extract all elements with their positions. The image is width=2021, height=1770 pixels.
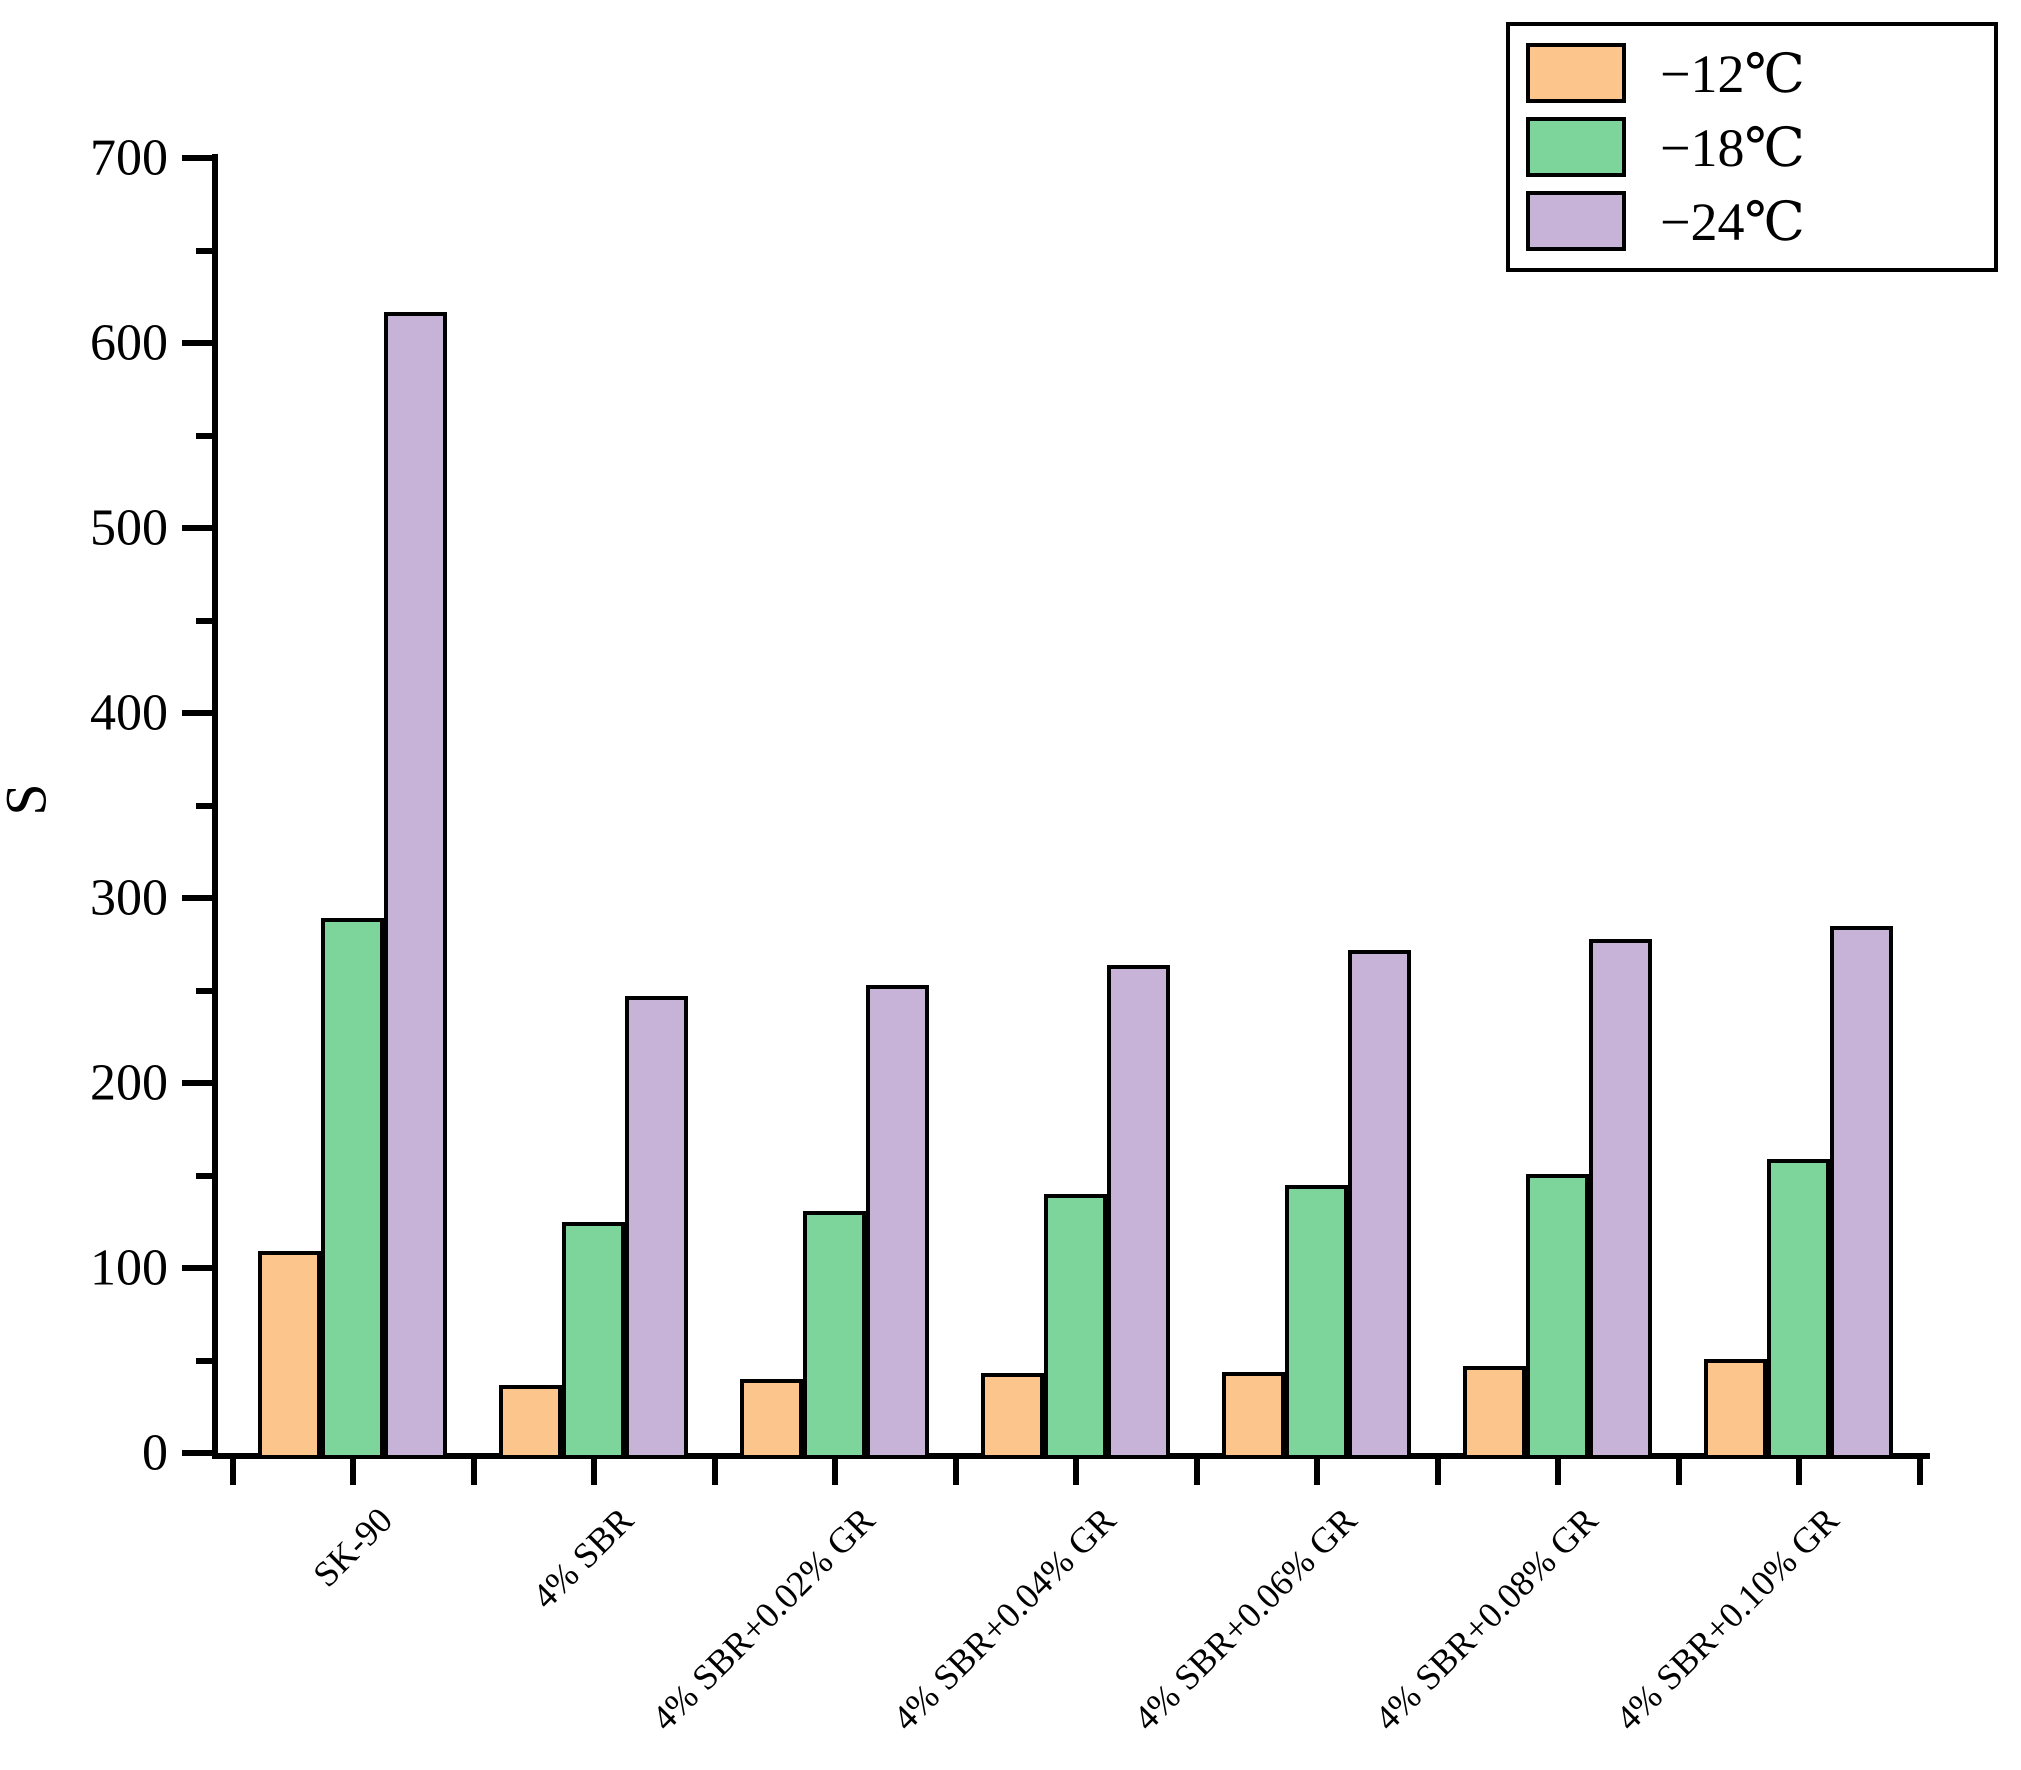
y-major-tick bbox=[182, 710, 212, 716]
y-tick-label: 500 bbox=[90, 499, 168, 557]
bar-series2-group4 bbox=[1044, 1194, 1107, 1459]
x-minor-tick bbox=[952, 1459, 959, 1485]
x-minor-tick bbox=[1675, 1459, 1682, 1485]
bar-series1-group1 bbox=[258, 1251, 321, 1459]
legend-swatch-1 bbox=[1526, 43, 1626, 103]
legend-swatch-3 bbox=[1526, 191, 1626, 251]
x-tick-label-6: 4% SBR+0.08% GR bbox=[1366, 1499, 1605, 1739]
bar-series2-group5 bbox=[1285, 1185, 1348, 1459]
bar-series3-group6 bbox=[1589, 939, 1652, 1459]
y-minor-tick bbox=[196, 1357, 212, 1364]
y-axis-line bbox=[212, 154, 218, 1459]
bar-series1-group2 bbox=[499, 1385, 562, 1459]
y-tick-label: 100 bbox=[90, 1239, 168, 1297]
bar-series3-group5 bbox=[1348, 950, 1411, 1459]
legend-entry-3: −24℃ bbox=[1526, 184, 1994, 258]
y-major-tick bbox=[182, 1450, 212, 1456]
y-axis-title: S bbox=[0, 782, 59, 816]
bar-series1-group6 bbox=[1463, 1366, 1526, 1459]
x-tick-label-3: 4% SBR+0.02% GR bbox=[643, 1499, 882, 1739]
x-minor-tick bbox=[711, 1459, 718, 1485]
legend: −12℃ −18℃ −24℃ bbox=[1506, 22, 1998, 272]
bar-series1-group3 bbox=[740, 1379, 803, 1459]
legend-label-2: −18℃ bbox=[1660, 117, 1805, 178]
bar-series3-group1 bbox=[384, 312, 447, 1459]
y-minor-tick bbox=[196, 247, 212, 254]
x-major-tick bbox=[832, 1459, 838, 1485]
x-tick-label-2: 4% SBR bbox=[524, 1499, 641, 1617]
x-minor-tick bbox=[470, 1459, 477, 1485]
y-major-tick bbox=[182, 340, 212, 346]
y-minor-tick bbox=[196, 617, 212, 624]
bar-series2-group3 bbox=[803, 1211, 866, 1459]
y-major-tick bbox=[182, 155, 212, 161]
x-major-tick bbox=[591, 1459, 597, 1485]
bar-series1-group7 bbox=[1704, 1359, 1767, 1459]
legend-entry-1: −12℃ bbox=[1526, 36, 1994, 110]
y-major-tick bbox=[182, 895, 212, 901]
x-minor-tick bbox=[229, 1459, 236, 1485]
y-tick-label: 300 bbox=[90, 869, 168, 927]
legend-label-1: −12℃ bbox=[1660, 43, 1805, 104]
x-major-tick bbox=[1796, 1459, 1802, 1485]
x-minor-tick bbox=[1916, 1459, 1923, 1485]
y-tick-label: 700 bbox=[90, 129, 168, 187]
bar-series3-group3 bbox=[866, 985, 929, 1459]
y-tick-label: 200 bbox=[90, 1054, 168, 1112]
x-tick-label-5: 4% SBR+0.06% GR bbox=[1125, 1499, 1364, 1739]
bar-series2-group1 bbox=[321, 918, 384, 1459]
bar-series1-group4 bbox=[981, 1373, 1044, 1459]
bar-series2-group2 bbox=[562, 1222, 625, 1459]
y-tick-label: 400 bbox=[90, 684, 168, 742]
y-minor-tick bbox=[196, 432, 212, 439]
x-major-tick bbox=[1073, 1459, 1079, 1485]
x-major-tick bbox=[350, 1459, 356, 1485]
bar-series3-group2 bbox=[625, 996, 688, 1459]
bar-series3-group4 bbox=[1107, 965, 1170, 1459]
x-major-tick bbox=[1314, 1459, 1320, 1485]
y-tick-label: 600 bbox=[90, 314, 168, 372]
legend-swatch-2 bbox=[1526, 117, 1626, 177]
x-tick-label-4: 4% SBR+0.04% GR bbox=[884, 1499, 1123, 1739]
x-minor-tick bbox=[1193, 1459, 1200, 1485]
y-minor-tick bbox=[196, 1172, 212, 1179]
bar-series1-group5 bbox=[1222, 1372, 1285, 1459]
y-major-tick bbox=[182, 1265, 212, 1271]
x-tick-label-1: SK-90 bbox=[305, 1499, 400, 1595]
bar-series2-group6 bbox=[1526, 1174, 1589, 1459]
y-major-tick bbox=[182, 1080, 212, 1086]
y-tick-label: 0 bbox=[142, 1424, 168, 1482]
y-major-tick bbox=[182, 525, 212, 531]
y-minor-tick bbox=[196, 802, 212, 809]
x-major-tick bbox=[1555, 1459, 1561, 1485]
legend-label-3: −24℃ bbox=[1660, 191, 1805, 252]
bar-series3-group7 bbox=[1830, 926, 1893, 1459]
bar-series2-group7 bbox=[1767, 1159, 1830, 1459]
x-minor-tick bbox=[1434, 1459, 1441, 1485]
y-minor-tick bbox=[196, 987, 212, 994]
legend-entry-2: −18℃ bbox=[1526, 110, 1994, 184]
x-tick-label-7: 4% SBR+0.10% GR bbox=[1607, 1499, 1846, 1739]
